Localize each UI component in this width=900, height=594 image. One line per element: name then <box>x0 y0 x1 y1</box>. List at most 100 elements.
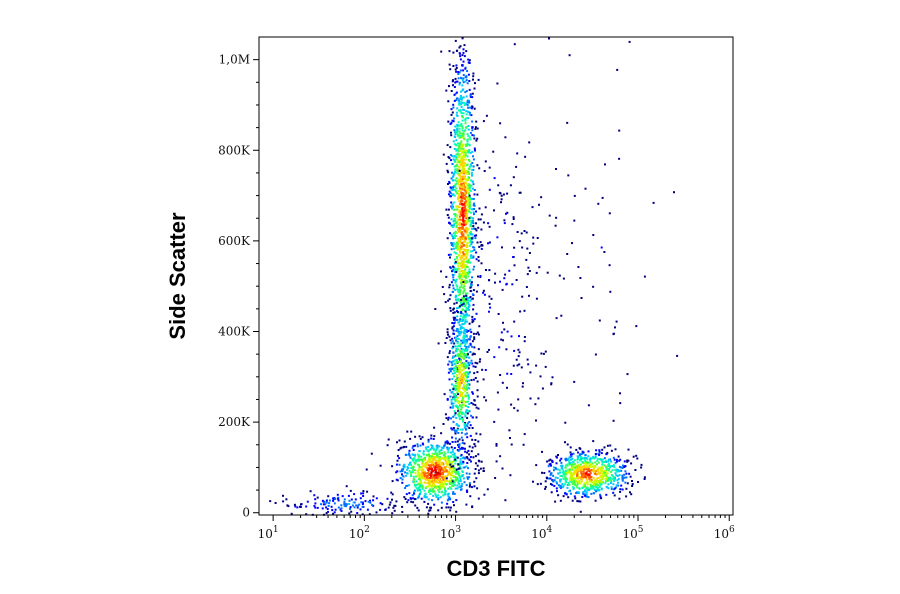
data-point <box>434 308 437 310</box>
data-point <box>535 297 538 300</box>
data-point <box>436 476 439 478</box>
data-point <box>454 143 457 146</box>
data-point <box>500 198 503 201</box>
data-point <box>425 506 428 509</box>
data-point <box>513 407 516 410</box>
data-point <box>452 345 455 348</box>
data-point <box>471 92 474 95</box>
data-point <box>535 419 537 422</box>
data-point <box>459 132 462 135</box>
data-point <box>455 298 457 301</box>
data-point <box>503 277 506 280</box>
data-point <box>425 448 428 451</box>
data-point <box>466 82 469 85</box>
data-point <box>579 510 582 513</box>
data-point <box>461 208 464 211</box>
data-point <box>585 493 588 496</box>
x-tick-label: 103 <box>440 525 461 541</box>
data-point <box>478 245 481 248</box>
data-point <box>454 81 457 84</box>
data-point <box>451 378 454 380</box>
data-point <box>619 402 622 405</box>
data-point <box>466 272 469 275</box>
data-point <box>367 500 370 503</box>
data-point <box>454 412 457 415</box>
data-point <box>438 445 441 448</box>
data-point <box>515 279 518 281</box>
data-point <box>461 136 464 139</box>
data-point <box>468 136 471 139</box>
data-point <box>422 462 425 465</box>
data-point <box>414 472 417 475</box>
data-point <box>446 475 449 478</box>
data-point <box>395 478 398 481</box>
data-point <box>453 93 456 96</box>
data-point <box>564 459 567 462</box>
data-point <box>472 155 474 158</box>
data-point <box>456 315 459 318</box>
data-point <box>499 280 501 283</box>
data-point <box>460 357 463 359</box>
data-point <box>462 368 465 371</box>
data-point <box>466 100 469 103</box>
data-point <box>433 435 436 438</box>
data-point <box>314 506 317 509</box>
data-point <box>469 280 471 283</box>
data-point <box>610 449 613 452</box>
data-point <box>585 495 588 498</box>
data-point <box>461 163 464 166</box>
data-point <box>446 463 449 466</box>
data-point <box>464 158 467 161</box>
data-point <box>462 363 465 366</box>
data-point <box>457 474 460 476</box>
data-point <box>460 248 463 251</box>
data-point <box>564 492 566 495</box>
data-point <box>451 347 454 350</box>
data-point <box>448 352 451 355</box>
data-point <box>467 191 470 194</box>
data-point <box>466 163 469 166</box>
data-point <box>598 450 601 453</box>
data-point <box>455 226 458 229</box>
data-point <box>592 485 595 488</box>
data-point <box>465 353 467 355</box>
data-point <box>452 175 455 178</box>
data-point <box>601 477 604 480</box>
data-point <box>471 362 474 365</box>
data-point <box>461 428 464 431</box>
data-point <box>466 476 469 479</box>
data-point <box>488 348 490 351</box>
data-point <box>456 288 459 291</box>
data-point <box>460 143 463 146</box>
data-point <box>350 510 353 513</box>
data-point <box>477 348 480 351</box>
data-point <box>464 314 467 317</box>
data-point <box>583 457 586 459</box>
data-point <box>471 129 474 132</box>
data-point <box>568 469 571 472</box>
data-point <box>359 497 362 500</box>
data-point <box>428 449 431 452</box>
data-point <box>401 478 404 481</box>
data-point <box>501 288 504 291</box>
data-point <box>467 260 470 263</box>
data-point <box>421 474 423 477</box>
data-point <box>418 476 421 478</box>
data-point <box>583 482 586 485</box>
data-point <box>500 201 502 204</box>
data-point <box>451 479 453 482</box>
data-point <box>469 286 472 289</box>
data-point <box>454 345 457 348</box>
data-point <box>467 167 470 170</box>
data-point <box>560 457 563 460</box>
data-point <box>458 193 461 196</box>
data-point <box>452 308 455 311</box>
data-point <box>602 481 604 484</box>
data-point <box>468 476 471 479</box>
data-point <box>436 446 439 449</box>
data-point <box>459 257 462 259</box>
data-point <box>464 349 466 352</box>
data-point <box>479 433 482 436</box>
data-point <box>463 284 466 287</box>
data-point <box>459 215 461 218</box>
